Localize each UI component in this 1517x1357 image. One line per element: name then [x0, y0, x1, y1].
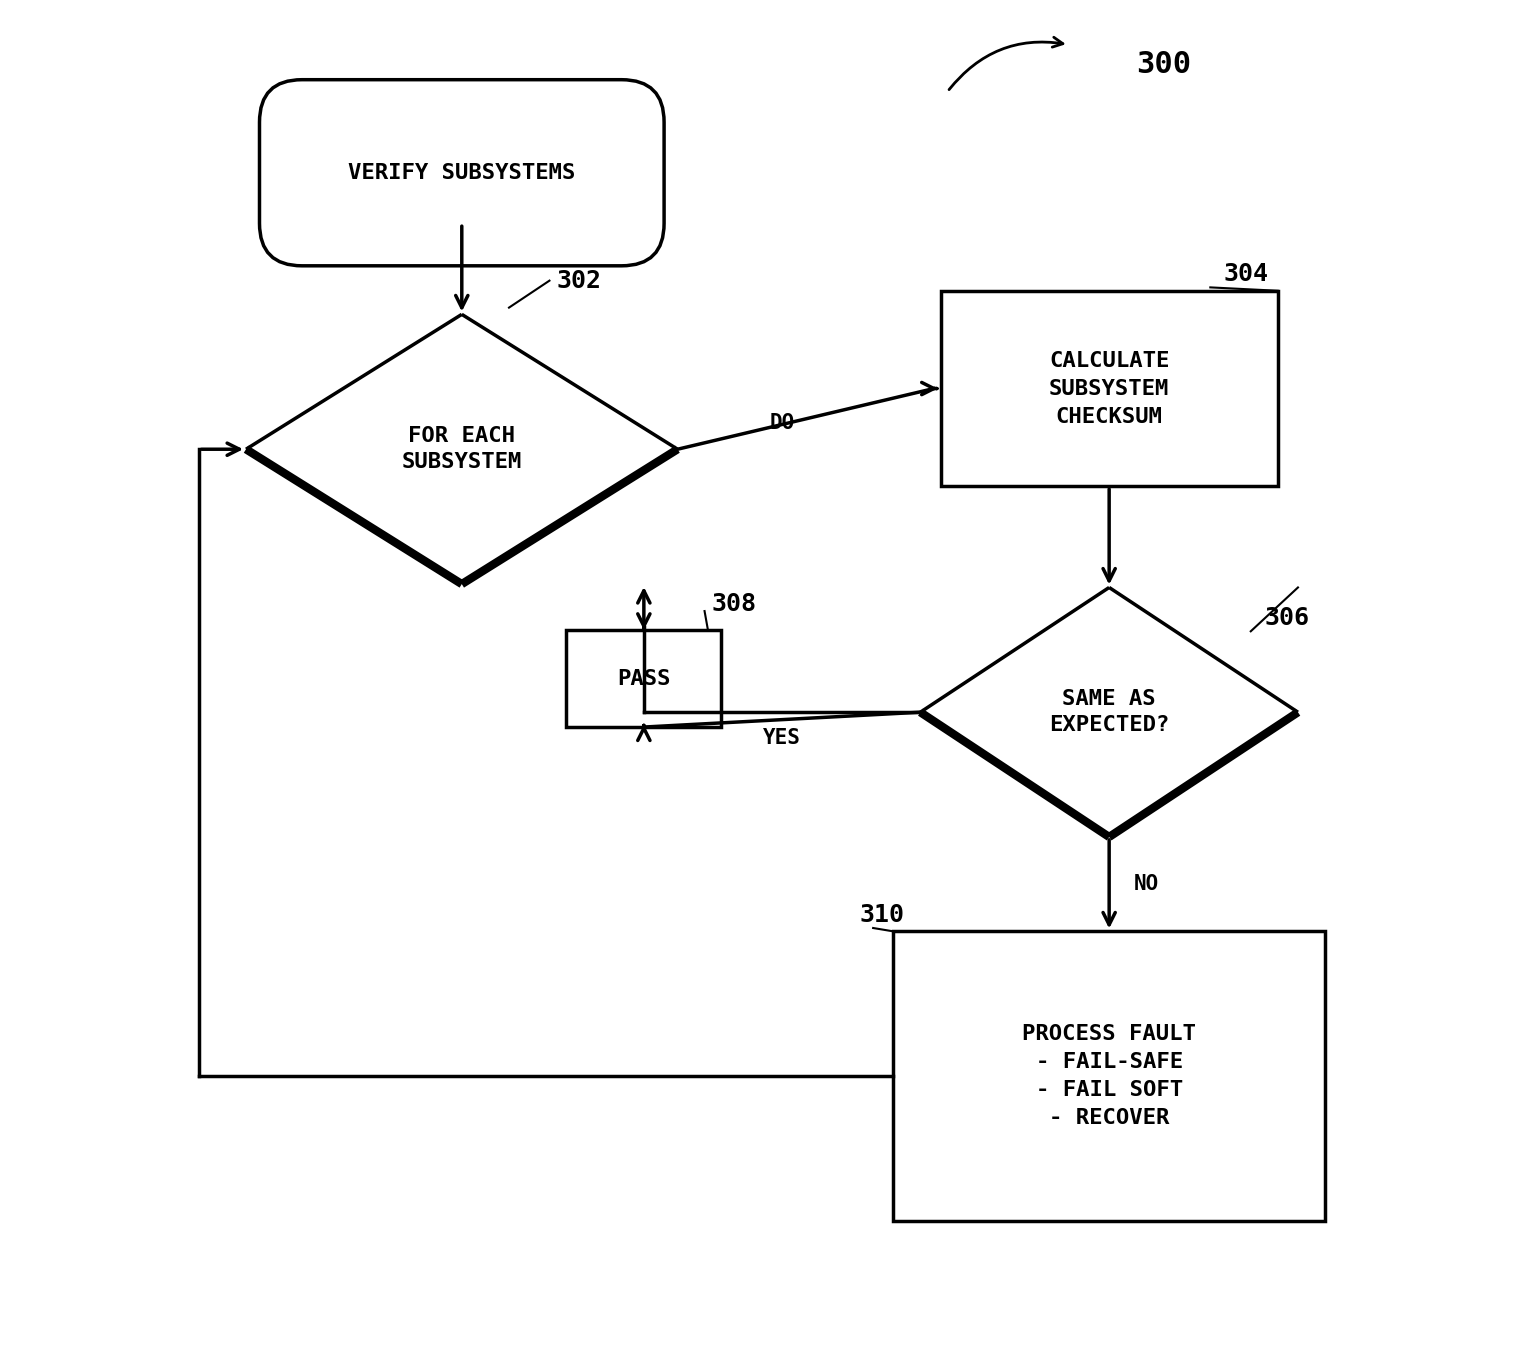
Text: CALCULATE
SUBSYSTEM
CHECKSUM: CALCULATE SUBSYSTEM CHECKSUM — [1048, 350, 1170, 426]
Text: 302: 302 — [557, 269, 601, 293]
Text: YES: YES — [763, 729, 801, 749]
Text: 300: 300 — [1136, 50, 1191, 79]
Text: PASS: PASS — [617, 669, 671, 688]
Text: 304: 304 — [1224, 262, 1268, 286]
FancyBboxPatch shape — [259, 80, 664, 266]
Text: 310: 310 — [860, 902, 904, 927]
Text: 306: 306 — [1264, 605, 1309, 630]
Text: PROCESS FAULT
- FAIL-SAFE
- FAIL SOFT
- RECOVER: PROCESS FAULT - FAIL-SAFE - FAIL SOFT - … — [1022, 1025, 1195, 1129]
FancyBboxPatch shape — [941, 290, 1277, 486]
Text: NO: NO — [1133, 874, 1159, 894]
Text: FOR EACH
SUBSYSTEM: FOR EACH SUBSYSTEM — [402, 426, 522, 472]
Text: VERIFY SUBSYSTEMS: VERIFY SUBSYSTEMS — [347, 163, 575, 183]
FancyBboxPatch shape — [566, 630, 722, 727]
Text: 308: 308 — [711, 592, 757, 616]
FancyBboxPatch shape — [894, 931, 1324, 1221]
Text: SAME AS
EXPECTED?: SAME AS EXPECTED? — [1048, 689, 1170, 735]
Text: DO: DO — [769, 413, 795, 433]
